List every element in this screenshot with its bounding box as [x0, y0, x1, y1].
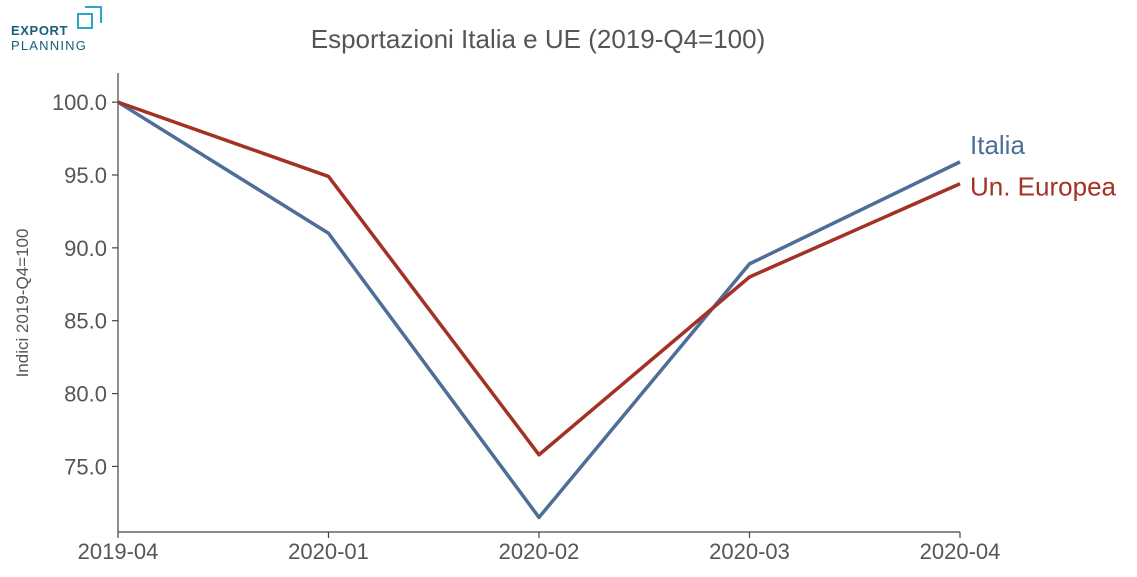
- x-tick-label: 2020-03: [709, 539, 790, 564]
- series-lines: [117, 100, 961, 520]
- exportplanning-logo: EXPORT PLANNING: [10, 4, 110, 54]
- series-line-un-europea: [117, 100, 961, 457]
- x-tick-label: 2019-04: [78, 539, 159, 564]
- axes: 75.0 80.0 85.0 90.0 95.0 100.0 2019-04 2020-01 2…: [52, 73, 1000, 564]
- y-tick-label: 95.0: [64, 163, 107, 188]
- logo-text-export: EXPORT: [11, 23, 69, 38]
- y-tick-label: 85.0: [64, 309, 107, 334]
- series-label-italia: Italia: [970, 130, 1025, 160]
- logo-text-planning: PLANNING: [11, 38, 88, 53]
- logo-mark-icon: [77, 6, 102, 29]
- series-labels: Italia Un. Europea: [970, 130, 1117, 202]
- y-tick-label: 100.0: [52, 90, 107, 115]
- y-tick-label: 80.0: [64, 382, 107, 407]
- y-axis-label: Indici 2019-Q4=100: [13, 229, 32, 378]
- x-tick-label: 2020-04: [920, 539, 1001, 564]
- chart-title: Esportazioni Italia e UE (2019-Q4=100): [311, 24, 766, 54]
- series-line-italia: [117, 100, 961, 520]
- x-tick-label: 2020-02: [499, 539, 580, 564]
- y-tick-label: 75.0: [64, 454, 107, 479]
- series-label-un-europea: Un. Europea: [970, 172, 1117, 202]
- y-tick-label: 90.0: [64, 236, 107, 261]
- x-tick-label: 2020-01: [288, 539, 369, 564]
